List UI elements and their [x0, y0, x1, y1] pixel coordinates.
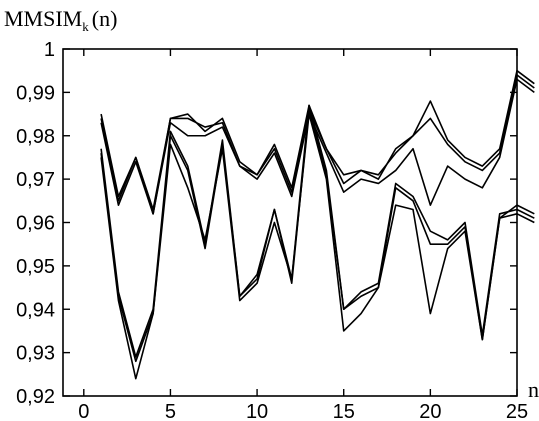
x-tick-label: 25: [506, 401, 528, 421]
ticks-layer: [63, 48, 518, 397]
series-layer: [100, 69, 535, 380]
y-tick-label: 0,99: [16, 82, 55, 104]
y-tick-label: 0,98: [16, 126, 55, 148]
series-line-3: [100, 78, 535, 215]
y-tick-label: 0,94: [16, 299, 55, 321]
series-line-6: [100, 113, 535, 380]
x-axis-title: n: [528, 377, 539, 402]
y-tick-label: 0,93: [16, 343, 55, 365]
y-axis-title-main: MMSIM: [4, 6, 82, 31]
y-axis-title: MMSIMk (n): [4, 6, 117, 34]
x-tick-label: 0: [78, 401, 89, 421]
y-tick-label: 0,96: [16, 213, 55, 235]
y-axis-title-suffix: (n): [92, 6, 118, 31]
x-tick-label: 20: [419, 401, 441, 421]
x-tick-label: 15: [333, 401, 355, 421]
y-axis-title-subscript: k: [82, 19, 89, 34]
y-tick-label: 0,95: [16, 256, 55, 278]
series-line-2: [100, 74, 535, 215]
x-tick-label: 5: [165, 401, 176, 421]
y-tick-label: 0,97: [16, 169, 55, 191]
y-tick-label: 1: [44, 39, 55, 61]
y-tick-label: 0,92: [16, 386, 55, 408]
series-line-5: [100, 108, 535, 363]
series-line-4: [100, 104, 535, 358]
x-tick-label: 10: [246, 401, 268, 421]
tick-labels-layer: 0 5 10 15 20 25 0,92 0,93 0,94 0,95 0,96 0,97 0,98 0,…: [16, 39, 528, 421]
svg-text:MMSIMk(n): MMSIMk (n): [4, 6, 117, 34]
